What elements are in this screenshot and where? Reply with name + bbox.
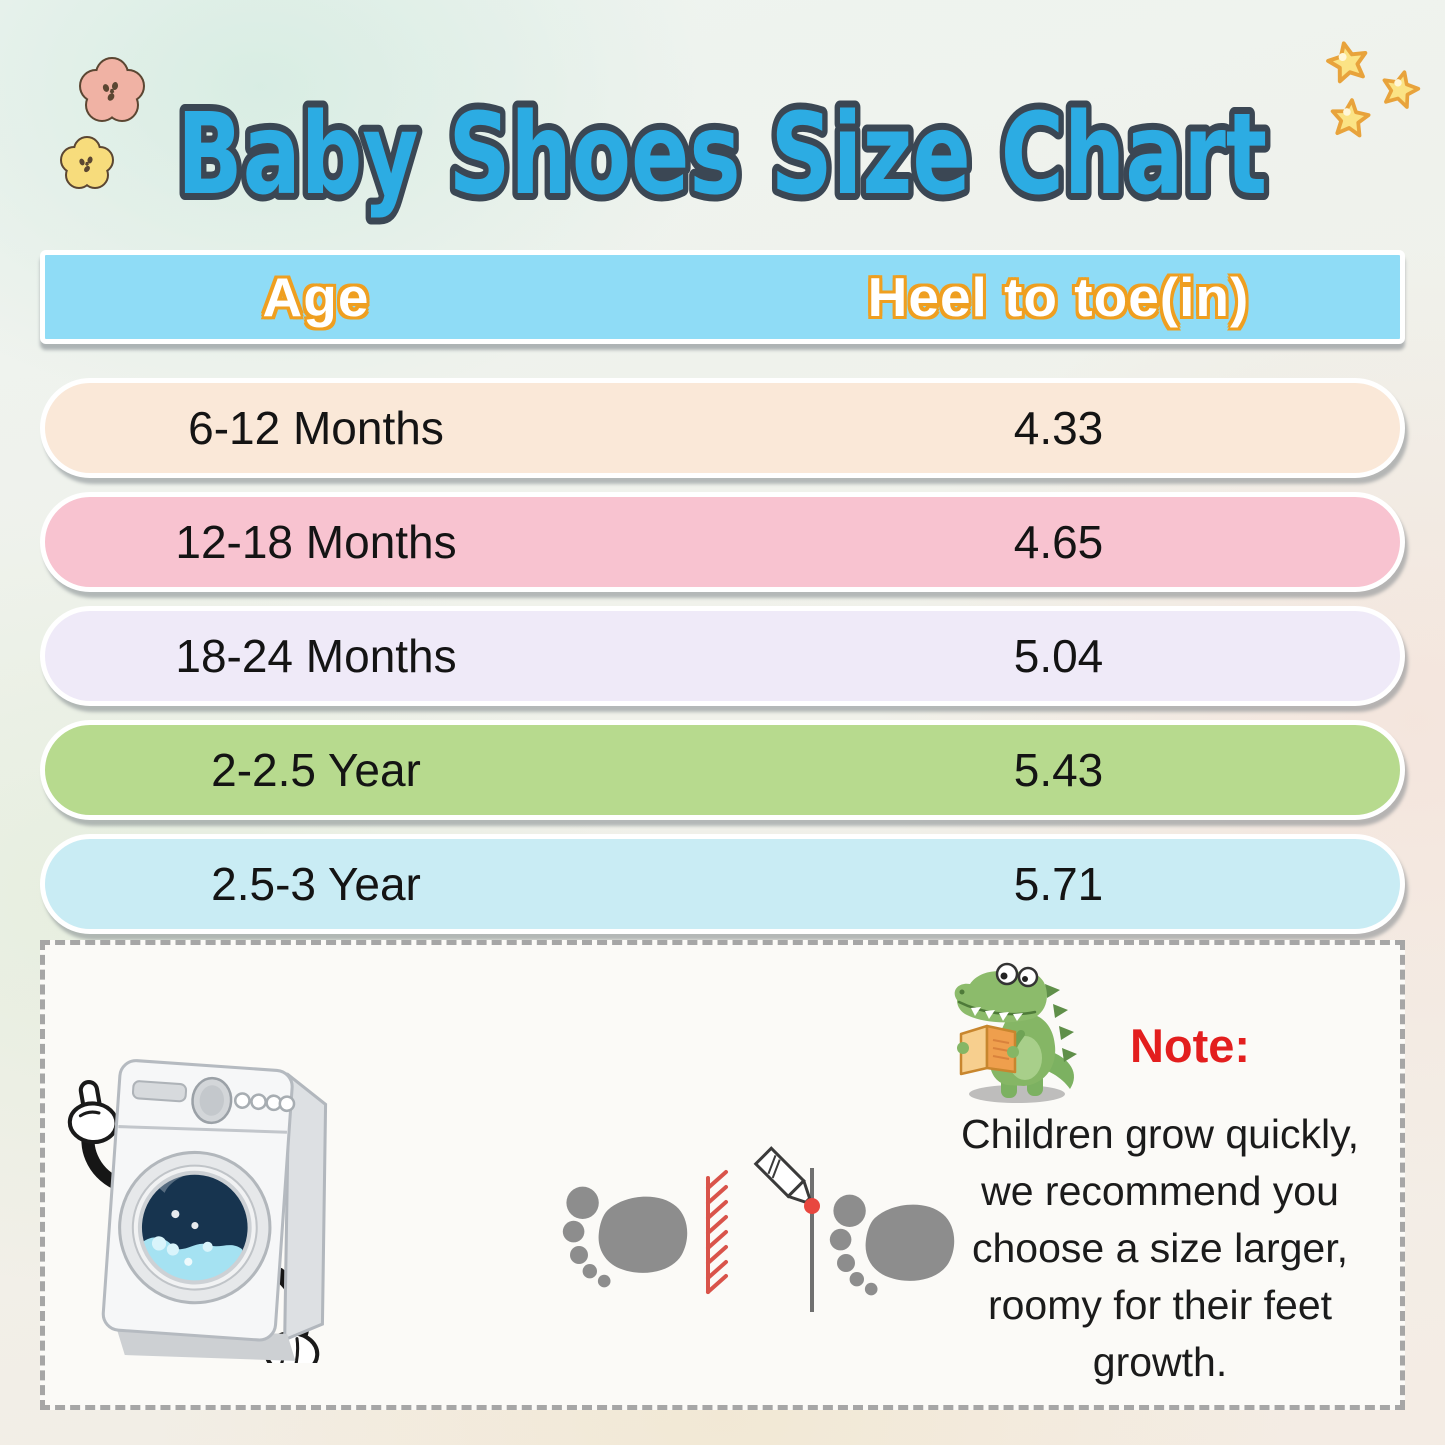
right-footprint-icon xyxy=(829,1194,955,1296)
age-cell: 2-2.5 Year xyxy=(211,744,421,796)
star-icon xyxy=(1377,66,1424,111)
flowers-decoration xyxy=(60,57,145,189)
column-header-heel-to-toe: Heel to toe(in) xyxy=(867,266,1250,328)
note-text-line: growth. xyxy=(1092,1339,1228,1385)
age-cell: 12-18 Months xyxy=(175,516,457,568)
age-cell: 6-12 Months xyxy=(188,402,444,454)
book-icon xyxy=(957,1024,1019,1076)
size-row: 18-24 Months 5.04 xyxy=(40,606,1405,706)
heel-cell: 4.33 xyxy=(1013,402,1104,454)
size-row: 2-2.5 Year 5.43 xyxy=(40,720,1405,820)
page-title: Baby Shoes Size Chart xyxy=(170,83,1274,227)
age-cell: 2.5-3 Year xyxy=(211,858,421,910)
age-cell: 18-24 Months xyxy=(175,630,457,682)
size-row: 6-12 Months 4.33 xyxy=(40,378,1405,478)
note-text-line: Children grow quickly, xyxy=(960,1111,1359,1157)
note-label: Note: xyxy=(1129,1019,1251,1072)
page-title-text: Baby Shoes Size Chart xyxy=(177,90,1267,220)
washing-machine-illustration xyxy=(67,1059,328,1363)
note-text-line: we recommend you xyxy=(981,1168,1339,1214)
left-footprint-icon xyxy=(562,1186,688,1288)
crocodile-reading-illustration xyxy=(954,962,1077,1103)
column-header-age: Age xyxy=(262,266,370,328)
heel-cell: 5.04 xyxy=(1013,630,1104,682)
stars-decoration xyxy=(1323,37,1424,139)
thumbs-up-glove xyxy=(67,1080,119,1145)
wall-hatch-line xyxy=(706,1170,728,1294)
note-text: Children grow quickly, we recommend you … xyxy=(945,1106,1375,1391)
star-icon xyxy=(1323,37,1372,85)
yellow-flower-icon xyxy=(60,136,114,189)
star-icon xyxy=(1328,96,1372,139)
pencil-icon xyxy=(753,1146,814,1206)
heel-cell: 4.65 xyxy=(1013,516,1104,568)
note-text-line: roomy for their feet xyxy=(987,1282,1333,1328)
size-row: 12-18 Months 4.65 xyxy=(40,492,1405,592)
pink-flower-icon xyxy=(79,57,145,122)
heel-cell: 5.71 xyxy=(1013,858,1104,910)
size-table-body: 6-12 Months 4.33 12-18 Months 4.65 18-24… xyxy=(40,378,1405,948)
size-row: 2.5-3 Year 5.71 xyxy=(40,834,1405,934)
baby-footprints-measuring-illustration xyxy=(562,1146,955,1312)
note-text-line: choose a size larger, xyxy=(971,1225,1349,1271)
table-header: Age Heel to toe(in) xyxy=(40,250,1405,344)
heel-cell: 5.43 xyxy=(1013,744,1104,796)
measurement-mark-dot xyxy=(804,1198,820,1214)
